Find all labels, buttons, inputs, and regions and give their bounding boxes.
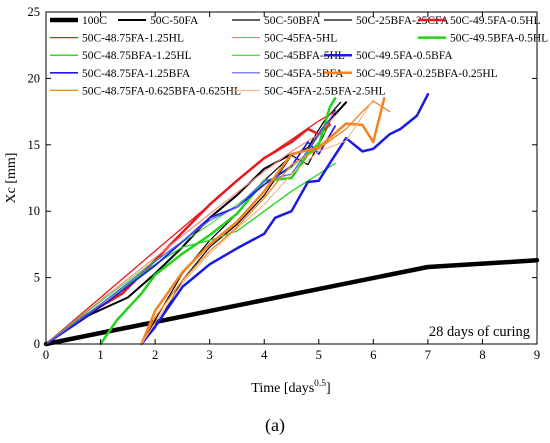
legend-label-3: 50C-25BFA-25CFA [356,15,450,27]
y-tick-label: 5 [34,271,40,285]
x-tick-label: 0 [43,348,49,362]
series-line-6 [45,115,336,345]
series-line-15 [141,99,374,345]
x-axis-title-end: ] [326,381,331,396]
legend-label-12: 50C-45FA-5BFA [264,68,344,80]
x-tick-label: 5 [316,348,322,362]
series-line-14 [140,100,391,345]
legend-label-7: 50C-49.5BFA-0.5HL [450,33,548,45]
series-line-0 [43,258,540,347]
series-layer [43,93,540,347]
legend-label-14: 50C-48.75FA-0.625BFA-0.625HL [82,85,241,97]
legend-label-13: 50C-49.5FA-0.25BFA-0.25HL [356,68,498,80]
x-tick-label: 1 [97,348,103,362]
y-tick-label: 25 [28,5,41,19]
x-axis-title: Time [days0.5] [251,379,330,396]
legend-label-2: 50C-50BFA [264,15,321,27]
series-line-12 [45,110,336,345]
y-tick-label: 20 [28,71,41,85]
x-tick-label: 2 [152,348,158,362]
x-tick-label: 4 [261,348,268,362]
legend: 100C 50C-50FA 50C-50BFA 50C-25BFA-25CFA 50C-… [50,15,548,97]
legend-label-11: 50C-48.75FA-1.25BFA [82,68,191,80]
legend-label-6: 50C-45FA-5HL [264,33,337,45]
x-axis-title-superscript: 0.5 [314,379,326,389]
series-line-9 [45,124,331,345]
x-axis-title-main: Time [days [251,381,314,396]
y-axis-title: Xc [mm] [4,153,19,204]
x-tick-label: 8 [479,348,485,362]
figure-caption: (a) [265,415,285,436]
legend-label-15: 50C-45FA-2.5BFA-2.5HL [264,85,386,97]
y-tick-label: 15 [28,138,41,152]
x-tick-label: 9 [534,348,540,362]
legend-label-4: 50C-49.5FA-0.5HL [450,15,541,27]
legend-label-10: 50C-49.5FA-0.5BFA [356,50,453,62]
series-line-10 [140,93,430,346]
series-line-7 [99,97,337,346]
series-line-5 [45,110,336,345]
legend-label-9: 50C-45BFA-5HL [264,50,345,62]
legend-label-1: 50C-50FA [150,15,199,27]
y-tick-label: 10 [28,204,41,218]
legend-label-5: 50C-48.75FA-1.25HL [82,33,184,45]
y-tick-label: 0 [34,337,40,351]
ticks-layer: 0 1 2 3 4 5 6 7 8 9 0 5 10 15 20 25 [28,5,541,362]
x-tick-label: 6 [370,348,376,362]
plot-frame [45,11,538,345]
legend-label-8: 50C-48.75BFA-1.25HL [82,50,192,62]
curing-annotation: 28 days of curing [429,324,530,340]
series-line-13 [140,97,386,346]
x-tick-label: 7 [425,348,431,362]
legend-label-0: 100C [82,15,107,27]
x-tick-label: 3 [207,348,213,362]
